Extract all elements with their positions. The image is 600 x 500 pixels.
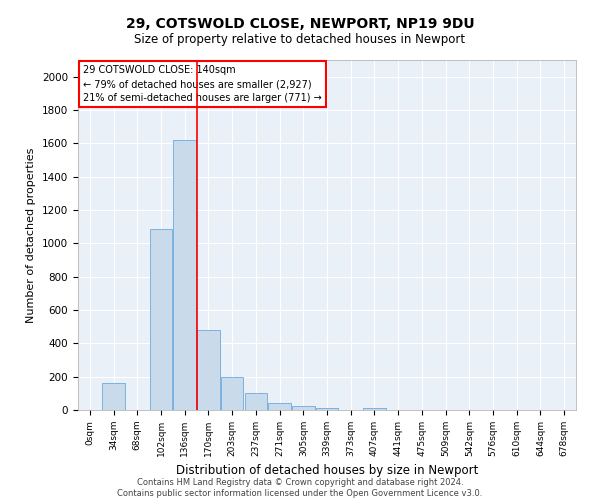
Bar	[150, 229, 172, 410]
Bar	[173, 140, 196, 410]
Text: Contains HM Land Registry data © Crown copyright and database right 2024.
Contai: Contains HM Land Registry data © Crown c…	[118, 478, 482, 498]
Text: Size of property relative to detached houses in Newport: Size of property relative to detached ho…	[134, 32, 466, 46]
Bar	[363, 408, 386, 410]
Bar	[221, 376, 244, 410]
Y-axis label: Number of detached properties: Number of detached properties	[26, 148, 37, 322]
X-axis label: Distribution of detached houses by size in Newport: Distribution of detached houses by size …	[176, 464, 478, 477]
Bar	[103, 382, 125, 410]
Bar	[292, 406, 314, 410]
Bar	[197, 330, 220, 410]
Text: 29, COTSWOLD CLOSE, NEWPORT, NP19 9DU: 29, COTSWOLD CLOSE, NEWPORT, NP19 9DU	[125, 18, 475, 32]
Bar	[316, 408, 338, 410]
Text: 29 COTSWOLD CLOSE: 140sqm
← 79% of detached houses are smaller (2,927)
21% of se: 29 COTSWOLD CLOSE: 140sqm ← 79% of detac…	[83, 66, 322, 104]
Bar	[268, 404, 291, 410]
Bar	[245, 394, 267, 410]
